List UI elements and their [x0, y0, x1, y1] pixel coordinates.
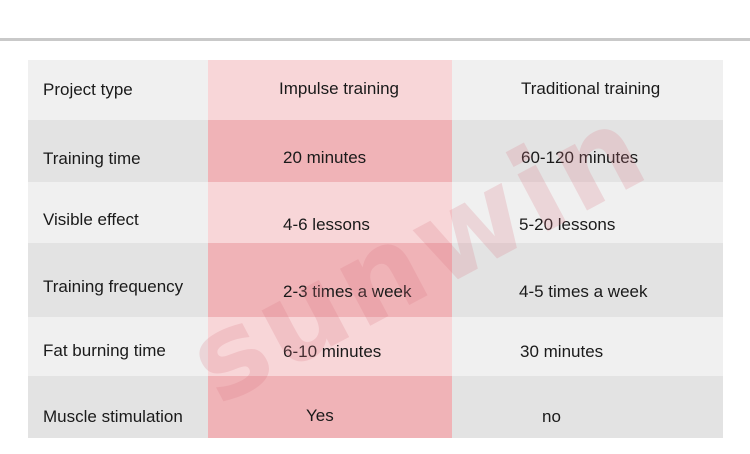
header-impulse-training: Impulse training [279, 79, 400, 98]
comparison-table: Project type Impulse training Traditiona… [28, 60, 723, 438]
traditional-cell: 4-5 times a week [452, 243, 723, 317]
traditional-cell: 60-120 minutes [452, 120, 723, 182]
traditional-cell: Traditional training [452, 60, 723, 120]
impulse-cell: 6-10 minutes [208, 317, 452, 376]
row-label-cell: Fat burning time [28, 317, 208, 376]
traditional-value: no [542, 407, 561, 426]
table-row: Training time 20 minutes 60-120 minutes [28, 120, 723, 182]
row-label: Fat burning time [43, 341, 166, 360]
impulse-cell: 2-3 times a week [208, 243, 452, 317]
table-row: Fat burning time 6-10 minutes 30 minutes [28, 317, 723, 376]
traditional-value: 30 minutes [520, 342, 604, 361]
traditional-value: 5-20 lessons [519, 215, 616, 234]
impulse-cell: 20 minutes [208, 120, 452, 182]
traditional-value: 4-5 times a week [519, 282, 648, 301]
traditional-cell: 30 minutes [452, 317, 723, 376]
impulse-value: 4-6 lessons [283, 215, 370, 234]
impulse-value: Yes [306, 406, 334, 425]
table-row: Muscle stimulation Yes no [28, 376, 723, 438]
impulse-cell: Impulse training [208, 60, 452, 120]
impulse-value: 20 minutes [283, 148, 367, 167]
impulse-value: 6-10 minutes [283, 342, 382, 361]
header-traditional-training: Traditional training [521, 79, 661, 98]
row-label-cell: Muscle stimulation [28, 376, 208, 438]
row-label: Training frequency [43, 277, 184, 296]
row-label: Muscle stimulation [43, 407, 183, 426]
row-label-cell: Training time [28, 120, 208, 182]
table-row: Training frequency 2-3 times a week 4-5 … [28, 243, 723, 317]
impulse-cell: Yes [208, 376, 452, 438]
row-label-cell: Project type [28, 60, 208, 120]
table-row: Visible effect 4-6 lessons 5-20 lessons [28, 182, 723, 243]
table-header-row: Project type Impulse training Traditiona… [28, 60, 723, 120]
row-label: Training time [43, 149, 141, 168]
row-label-cell: Visible effect [28, 182, 208, 243]
row-label: Visible effect [43, 210, 139, 229]
impulse-cell: 4-6 lessons [208, 182, 452, 243]
impulse-value: 2-3 times a week [283, 282, 412, 301]
row-label-cell: Training frequency [28, 243, 208, 317]
traditional-cell: 5-20 lessons [452, 182, 723, 243]
traditional-cell: no [452, 376, 723, 438]
traditional-value: 60-120 minutes [521, 148, 639, 167]
top-divider [0, 38, 750, 41]
header-project-type: Project type [43, 80, 133, 99]
